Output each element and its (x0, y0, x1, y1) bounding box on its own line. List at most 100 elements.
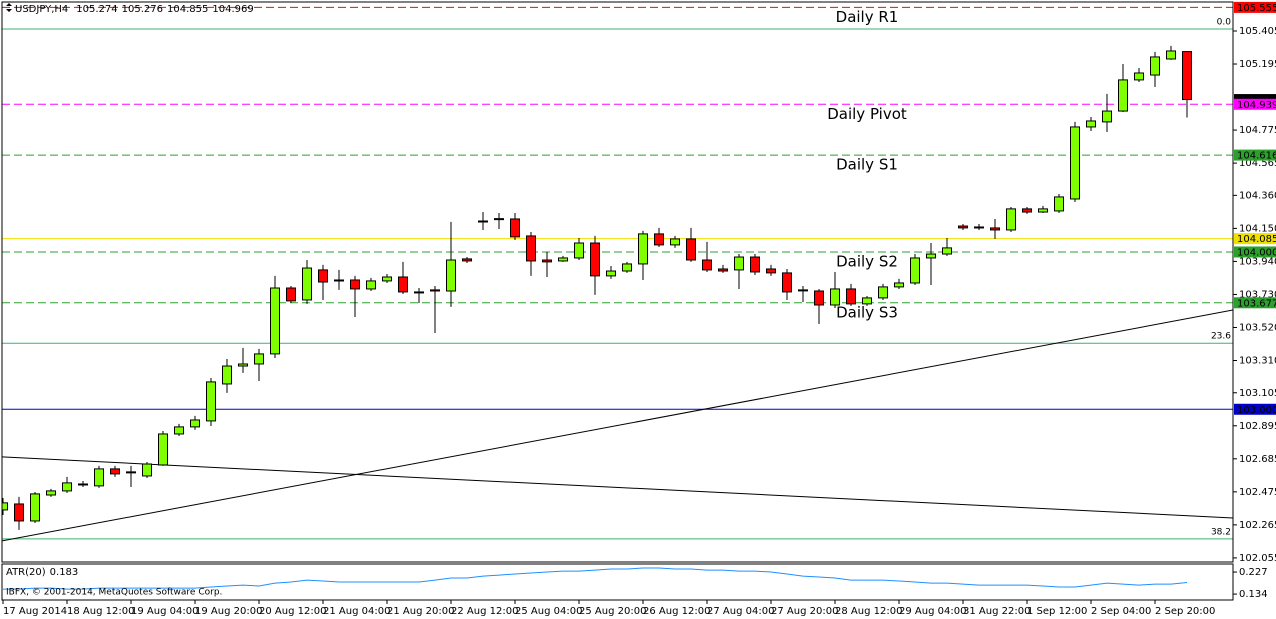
candle-body (190, 419, 200, 428)
candle-body (1086, 120, 1096, 128)
y-tick-label: 103.520 (1239, 322, 1276, 333)
y-tick-label: 103.310 (1239, 356, 1276, 367)
level-price-box (1234, 246, 1276, 258)
x-tick-label: 20 Aug 12:00 (259, 606, 326, 617)
candle-body (222, 365, 232, 385)
candle-body (926, 253, 936, 259)
candle-body (1070, 126, 1080, 200)
candle-body (1038, 208, 1048, 213)
candle-body (78, 483, 88, 486)
level-price-box (1234, 403, 1276, 415)
y-tick-label: 104.775 (1239, 125, 1276, 136)
candle-body (750, 256, 760, 273)
level-price-box (1234, 98, 1276, 110)
price-plot (2, 6, 1233, 542)
candle-body (702, 259, 712, 271)
y-tick-label: 102.685 (1239, 454, 1276, 465)
level-price-label: 104.000 (1237, 247, 1276, 258)
indicator-header: ATR(20) 0.183 (6, 567, 78, 578)
candle-body (318, 269, 328, 283)
candle-body (1102, 110, 1112, 123)
candle-body (302, 267, 312, 301)
candle-body (270, 287, 280, 355)
copyright: IBFX, © 2001-2014, MetaQuotes Software C… (6, 588, 222, 598)
level-name: Daily S1 (836, 156, 898, 174)
level-name: Daily R1 (836, 8, 899, 26)
candle-body (2, 502, 8, 511)
candle-body (382, 276, 392, 282)
last-open: 105.274 (76, 4, 117, 15)
candle-body (174, 426, 184, 435)
indicator-tick-label: 0.227 (1239, 567, 1268, 578)
x-tick-label: 1 Sep 12:00 (1027, 606, 1087, 617)
candle-body (62, 482, 72, 492)
candle-body (1134, 72, 1144, 81)
fib-label: 23.6 (1211, 332, 1231, 342)
x-tick-label: 18 Aug 12:00 (67, 606, 134, 617)
candle-body (686, 238, 696, 261)
candle-body (142, 463, 152, 477)
candle-body (1182, 51, 1192, 101)
candle-body (254, 353, 264, 365)
candle-body (414, 291, 424, 294)
x-tick-label: 27 Aug 20:00 (771, 606, 838, 617)
symbol: USDJPY,H4 (15, 4, 68, 15)
y-tick-label: 103.105 (1239, 388, 1276, 399)
level-price-box (1234, 1, 1276, 13)
fib-label: 0.0 (1217, 17, 1232, 27)
x-tick-label: 31 Aug 22:00 (963, 606, 1030, 617)
candle-body (734, 256, 744, 271)
x-tick-label: 27 Aug 04:00 (707, 606, 774, 617)
candle-body (30, 493, 40, 522)
candle-body (238, 363, 248, 367)
indicator-last: 0.183 (50, 567, 79, 578)
x-tick-label: 2 Sep 04:00 (1091, 606, 1151, 617)
indicator-line (3, 567, 1188, 590)
last-high: 105.276 (122, 4, 163, 15)
candle-body (430, 289, 440, 292)
candle-body (798, 289, 808, 292)
candle-body (478, 220, 488, 223)
candle-body (830, 288, 840, 306)
level-price-box (1234, 233, 1276, 245)
level-price-box (1234, 297, 1276, 309)
level-price-label: 105.555 (1237, 3, 1276, 14)
x-tick-label: 25 Aug 20:00 (579, 606, 646, 617)
y-tick-label: 102.265 (1239, 520, 1276, 531)
candle-body (638, 233, 648, 265)
candle-body (718, 268, 728, 272)
candle-body (782, 272, 792, 293)
candle-body (894, 282, 904, 288)
candle-body (622, 263, 632, 272)
level-price-label: 103.000 (1237, 405, 1276, 416)
y-tick-label: 105.195 (1239, 59, 1276, 70)
level-name: Daily Pivot (827, 105, 907, 123)
y-tick-label: 102.475 (1239, 487, 1276, 498)
level-price-label: 104.616 (1237, 151, 1276, 162)
candle-body (590, 242, 600, 277)
candle-body (286, 287, 296, 302)
candle-body (654, 233, 664, 246)
price-frame (1, 1, 1234, 563)
candle-body (494, 218, 504, 221)
candle-body (766, 268, 776, 274)
y-tick-label: 104.150 (1239, 223, 1276, 234)
indicator-plot (3, 567, 1188, 590)
candle-body (446, 259, 456, 292)
fib-label: 38.2 (1211, 527, 1231, 537)
level-price-label: 104.085 (1237, 234, 1276, 245)
last-close: 104.969 (212, 4, 253, 15)
candle-body (526, 235, 536, 262)
x-tick-label: 21 Aug 04:00 (323, 606, 390, 617)
candle-body (1022, 208, 1032, 213)
y-tick-label: 104.360 (1239, 190, 1276, 201)
candle-body (670, 238, 680, 246)
trendline (2, 456, 1233, 519)
y-tick-label: 105.405 (1239, 26, 1276, 37)
x-tick-label: 19 Aug 20:00 (195, 606, 262, 617)
candle-body (126, 471, 136, 474)
candle-body (814, 290, 824, 306)
candle-body (558, 257, 568, 262)
